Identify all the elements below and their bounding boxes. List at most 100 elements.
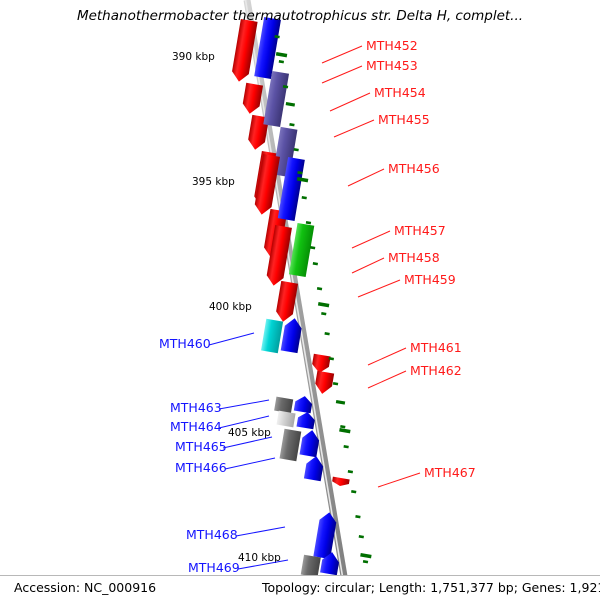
label-leader-line (321, 65, 363, 84)
gene-glyph[interactable] (261, 318, 284, 354)
gene-label-mth455[interactable]: MTH455 (378, 112, 430, 127)
status-bar: Accession: NC_000916 Topology: circular;… (0, 575, 600, 600)
gene-glyph[interactable] (299, 429, 321, 458)
gene-label-mth459[interactable]: MTH459 (404, 272, 456, 287)
gene-label-mth460[interactable]: MTH460 (159, 336, 211, 351)
kbp-tick-mark (312, 262, 319, 266)
label-leader-line (329, 92, 371, 112)
label-leader-line (333, 119, 375, 138)
kbp-tick-mark (324, 332, 330, 336)
gene-glyph[interactable] (279, 428, 302, 462)
kbp-major-tick (360, 553, 372, 559)
kbp-tick-mark (309, 246, 316, 250)
chromosome-axis[interactable] (243, 0, 352, 600)
gene-label-mth465[interactable]: MTH465 (175, 439, 227, 454)
label-leader-line (218, 415, 270, 429)
gene-glyph[interactable] (231, 19, 258, 83)
label-leader-line (224, 457, 276, 470)
gene-glyph[interactable] (293, 395, 313, 414)
gene-label-mth463[interactable]: MTH463 (170, 400, 222, 415)
label-leader-line (235, 526, 286, 537)
kbp-tick-mark (362, 560, 369, 564)
gene-label-mth452[interactable]: MTH452 (366, 38, 418, 53)
kbp-tick-mark (332, 382, 339, 386)
kbp-tick-mark (305, 221, 312, 225)
gene-glyph[interactable] (314, 370, 335, 396)
kbp-tick-mark (355, 515, 361, 519)
kbp-tick-mark (274, 35, 280, 39)
gene-glyph[interactable] (311, 353, 331, 375)
kbp-tick-mark (289, 122, 295, 127)
kbp-tick-mark (293, 148, 299, 152)
kbp-tick-mark (321, 312, 327, 316)
gene-glyph[interactable] (288, 222, 315, 278)
gene-glyph[interactable] (265, 225, 292, 287)
label-leader-line (357, 279, 401, 298)
kbp-tick-mark (347, 470, 354, 474)
label-leader-line (351, 230, 391, 249)
gene-label-mth461[interactable]: MTH461 (410, 340, 462, 355)
kbp-ruler-label: 395 kbp (192, 176, 235, 188)
gene-label-mth458[interactable]: MTH458 (388, 250, 440, 265)
label-leader-line (321, 45, 363, 64)
label-leader-line (367, 370, 407, 389)
genome-info-text: Topology: circular; Length: 1,751,377 bp… (262, 580, 600, 595)
gene-label-mth469[interactable]: MTH469 (188, 560, 240, 575)
gene-label-mth453[interactable]: MTH453 (366, 58, 418, 73)
gene-glyph[interactable] (320, 551, 340, 576)
gene-glyph[interactable] (303, 455, 325, 482)
kbp-major-tick (296, 177, 309, 183)
gene-label-mth466[interactable]: MTH466 (175, 460, 227, 475)
label-leader-line (222, 436, 273, 449)
kbp-major-tick (317, 302, 330, 308)
gene-glyph[interactable] (253, 154, 281, 216)
gene-glyph[interactable] (313, 511, 337, 560)
gene-labels-left[interactable]: MTH460 MTH463 MTH464 MTH465 MTH466 MTH468 MTH4… (159, 332, 289, 575)
gene-glyph[interactable] (296, 411, 315, 430)
kbp-ruler-label: 410 kbp (238, 552, 281, 564)
kbp-tick-mark (285, 101, 296, 107)
label-leader-line (208, 332, 255, 346)
gene-glyph[interactable] (263, 70, 290, 128)
gene-glyph[interactable] (241, 82, 264, 115)
gene-label-mth457[interactable]: MTH457 (394, 223, 446, 238)
gene-glyph[interactable] (254, 17, 281, 79)
gene-label-mth467[interactable]: MTH467 (424, 465, 476, 480)
label-leader-line (351, 257, 385, 274)
kbp-major-tick (275, 52, 288, 58)
gene-label-mth454[interactable]: MTH454 (374, 85, 426, 100)
label-leader-line (377, 472, 421, 488)
kbp-tick-mark (343, 445, 349, 449)
kbp-tick-mark (340, 425, 346, 429)
label-leader-line (367, 347, 407, 366)
accession-text: Accession: NC_000916 (14, 580, 157, 595)
kbp-tick-mark (297, 171, 303, 175)
label-leader-line (218, 399, 270, 410)
kbp-tickmarks (274, 35, 369, 564)
gene-labels-right[interactable]: MTH452 MTH453 MTH454 MTH455 MTH456 MTH457 MTH4… (321, 38, 476, 488)
gene-label-mth468[interactable]: MTH468 (186, 527, 238, 542)
label-leader-line (237, 559, 289, 570)
kbp-tick-mark (278, 60, 285, 64)
kbp-tick-mark (335, 400, 346, 405)
kbp-ruler: 390 kbp 395 kbp 400 kbp 405 kbp 410 kbp (172, 51, 372, 564)
gene-glyph[interactable] (280, 317, 303, 354)
kbp-ruler-label: 405 kbp (228, 427, 271, 439)
gene-glyph[interactable] (332, 476, 350, 488)
kbp-tick-mark (358, 535, 364, 539)
gene-track[interactable] (231, 17, 350, 578)
kbp-tick-mark (282, 85, 289, 89)
gene-glyph[interactable] (300, 554, 321, 578)
label-leader-line (347, 168, 385, 187)
kbp-tick-mark (316, 286, 323, 291)
gene-glyph[interactable] (276, 410, 296, 428)
gene-label-mth462[interactable]: MTH462 (410, 363, 462, 378)
kbp-major-tick (339, 428, 351, 434)
gene-label-mth464[interactable]: MTH464 (170, 419, 222, 434)
gene-glyph[interactable] (275, 280, 299, 323)
kbp-tick-mark (301, 196, 307, 200)
gene-glyph[interactable] (274, 396, 294, 414)
gene-label-mth456[interactable]: MTH456 (388, 161, 440, 176)
